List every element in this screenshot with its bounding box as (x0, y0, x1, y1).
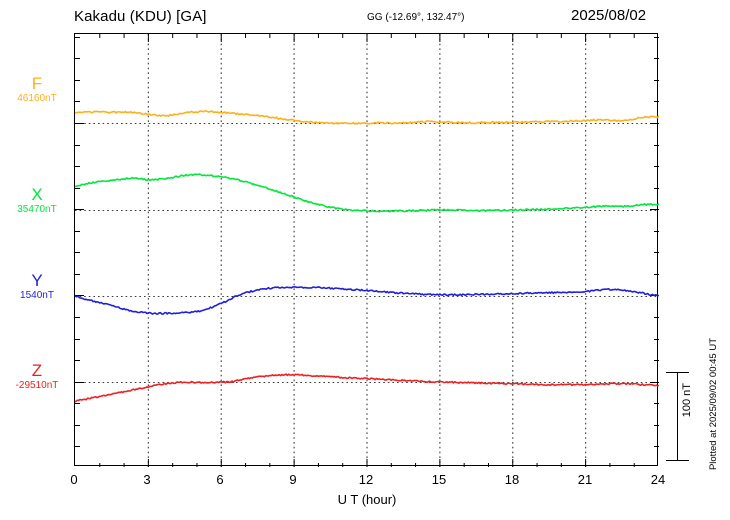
plotted-at-note: Plotted at 2025/09/02 00:45 UT (708, 338, 719, 471)
component-label-y: Y 1540nT (0, 272, 74, 302)
x-axis-title-text: U T (hour) (337, 492, 397, 507)
x-tick-label-0: 0 (70, 472, 78, 487)
component-baseline-z: -29510nT (15, 380, 59, 391)
component-label-x: X 35470nT (0, 186, 74, 216)
observation-date: 2025/08/02 (571, 7, 647, 24)
scale-bar-label: 100 nT (681, 383, 693, 418)
x-tick-label-9: 9 (289, 472, 297, 487)
component-baseline-x: 35470nT (17, 204, 57, 215)
plot-frame (74, 33, 659, 467)
component-symbol-y: Y (31, 271, 43, 290)
component-label-f: F 46160nT (0, 75, 74, 105)
page-title: Kakadu (KDU) [GA] (74, 8, 207, 25)
x-tick-label-18: 18 (504, 472, 520, 487)
component-baseline-y: 1540nT (20, 290, 54, 301)
component-symbol-z: Z (31, 361, 43, 380)
scale-bar-bottom-cap (666, 460, 689, 461)
geographic-coordinates: GG (-12.69°, 132.47°) (367, 12, 465, 23)
x-tick-label-21: 21 (577, 472, 593, 487)
x-tick-label-15: 15 (431, 472, 447, 487)
x-axis-title: U T (hour) (0, 492, 730, 507)
component-symbol-f: F (31, 74, 43, 93)
component-baseline-f: 46160nT (17, 93, 57, 104)
x-tick-label-3: 3 (143, 472, 151, 487)
x-tick-label-6: 6 (216, 472, 224, 487)
x-tick-label-24: 24 (650, 472, 666, 487)
chart-header: Kakadu (KDU) [GA] GG (-12.69°, 132.47°) … (0, 0, 730, 33)
magnetogram-plot (75, 34, 659, 467)
scale-bar-stem (677, 372, 678, 461)
component-symbol-x: X (31, 185, 43, 204)
x-tick-label-12: 12 (358, 472, 374, 487)
component-label-z: Z -29510nT (0, 362, 74, 392)
